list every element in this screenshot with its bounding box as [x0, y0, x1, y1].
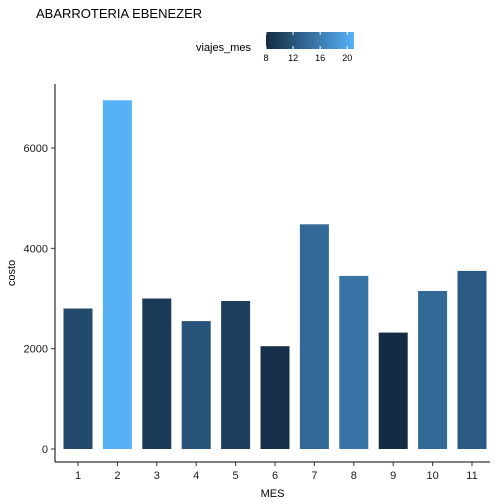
x-tick-label: 6 — [272, 470, 278, 482]
legend: viajes_mes 8 12 16 20 — [196, 32, 354, 63]
bar-mes-9 — [379, 333, 408, 449]
y-tick-label: 2000 — [24, 344, 48, 356]
x-tick-label: 2 — [114, 470, 120, 482]
y-tick-label: 4000 — [24, 243, 48, 255]
x-tick-label: 11 — [466, 470, 477, 482]
x-tick-label: 8 — [351, 470, 357, 482]
y-tick-label: 0 — [42, 444, 48, 456]
x-tick-label: 10 — [426, 470, 438, 482]
bar-mes-3 — [142, 299, 171, 450]
y-axis-label: costo — [6, 260, 18, 286]
legend-tick-label: 12 — [288, 53, 298, 63]
plot-panel: 0 2000 4000 6000 1 2 3 4 5 6 7 8 9 10 11 — [24, 84, 490, 482]
x-tick-label: 4 — [193, 470, 199, 482]
bar-mes-6 — [261, 346, 290, 449]
bar-mes-5 — [221, 301, 250, 449]
y-tick-label: 6000 — [24, 143, 48, 155]
x-tick-label: 7 — [311, 470, 317, 482]
legend-tick-label: 20 — [342, 53, 352, 63]
bar-mes-1 — [64, 309, 93, 450]
chart-title: ABARROTERIA EBENEZER — [36, 6, 202, 21]
bar-mes-10 — [418, 291, 447, 449]
bar-mes-11 — [458, 271, 487, 449]
legend-colorbar — [266, 32, 354, 49]
legend-title: viajes_mes — [196, 42, 252, 54]
bar-mes-8 — [339, 276, 368, 449]
x-tick-label: 9 — [390, 470, 396, 482]
bar-mes-7 — [300, 224, 329, 449]
legend-tick-label: 16 — [315, 53, 325, 63]
x-tick-label: 3 — [154, 470, 160, 482]
legend-tick-label: 8 — [263, 53, 268, 63]
x-tick-label: 1 — [75, 470, 81, 482]
bar-mes-2 — [103, 100, 132, 449]
bar-mes-4 — [182, 321, 211, 449]
x-tick-label: 5 — [233, 470, 239, 482]
x-axis-label: MES — [261, 488, 285, 500]
